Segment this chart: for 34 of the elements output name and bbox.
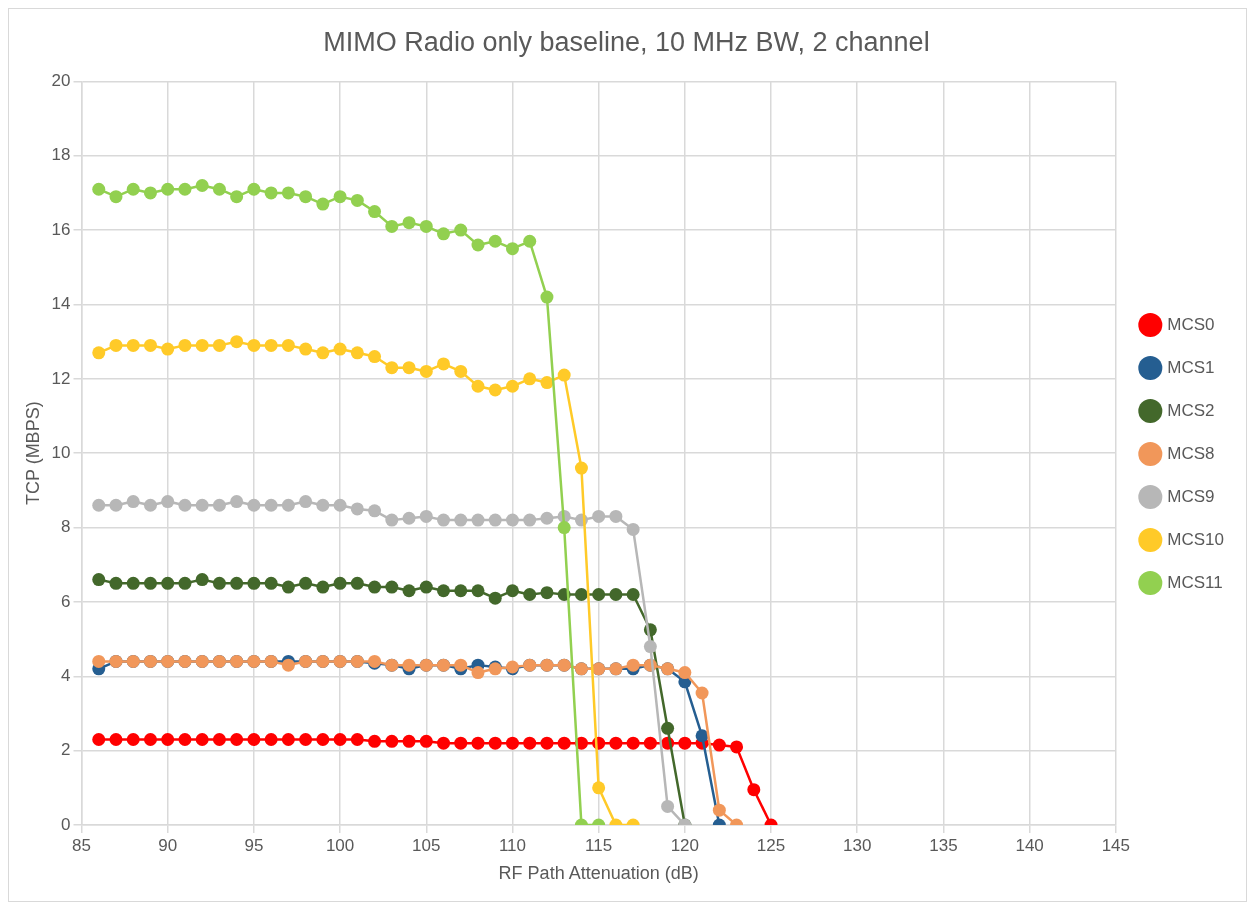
y-axis-title: TCP (MBPS) [22, 401, 43, 506]
y-tick-label: 16 [51, 219, 71, 239]
x-tick-label: 85 [72, 835, 91, 855]
legend-label: MCS2 [1167, 400, 1215, 420]
legend-label: MCS10 [1167, 529, 1224, 549]
x-tick-label: 105 [412, 835, 441, 855]
x-tick-label: 130 [843, 835, 872, 855]
x-tick-label: 100 [325, 835, 355, 855]
y-tick-label: 2 [61, 740, 71, 760]
y-tick-label: 0 [61, 814, 71, 834]
x-tick-label: 120 [670, 835, 700, 855]
x-tick-label: 145 [1101, 835, 1130, 855]
y-tick-label: 8 [61, 517, 71, 537]
y-tick-label: 12 [51, 368, 71, 388]
x-axis-title: RF Path Attenuation (dB) [498, 863, 699, 884]
x-tick-label: 125 [756, 835, 786, 855]
y-tick-label: 14 [51, 294, 71, 314]
legend-label: MCS8 [1167, 443, 1215, 463]
x-tick-label: 95 [244, 835, 264, 855]
chart-title: MIMO Radio only baseline, 10 MHz BW, 2 channel [323, 26, 930, 57]
x-tick-label: 140 [1015, 835, 1044, 855]
y-tick-label: 18 [51, 145, 71, 165]
legend-label: MCS0 [1167, 314, 1215, 334]
y-tick-label: 4 [61, 665, 71, 685]
x-tick-label: 90 [158, 835, 178, 855]
y-tick-label: 20 [51, 71, 71, 91]
x-tick-label: 110 [498, 835, 527, 855]
legend-label: MCS9 [1167, 486, 1215, 506]
legend-label: MCS1 [1167, 357, 1215, 377]
y-tick-label: 10 [51, 442, 71, 462]
legend-label: MCS11 [1167, 572, 1223, 592]
x-tick-label: 115 [585, 835, 613, 855]
y-tick-label: 6 [61, 591, 71, 611]
x-tick-label: 135 [929, 835, 958, 855]
